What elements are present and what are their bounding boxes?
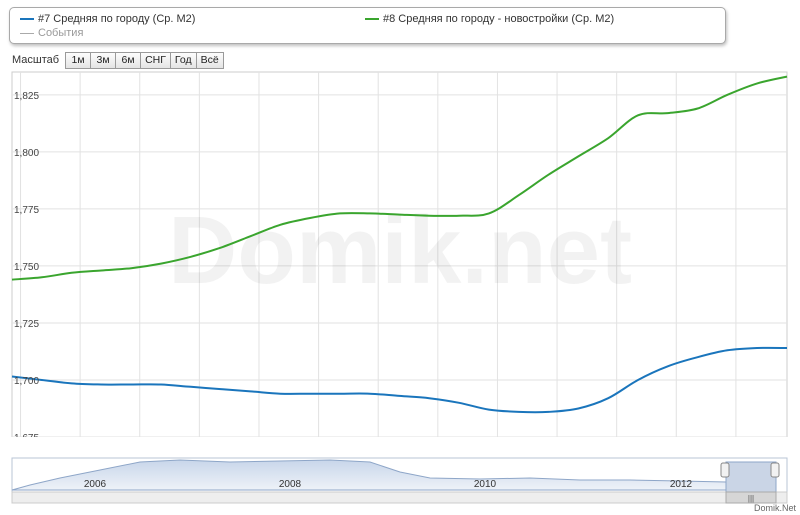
credit-link[interactable]: Domik.Net (753, 503, 796, 513)
zoom-1y-button[interactable]: Год (169, 51, 197, 69)
series-line-1[interactable] (11, 346, 788, 414)
legend: #7 Средняя по городу (Ср. М2) #8 Средняя… (9, 7, 726, 44)
legend-line-icon (20, 32, 34, 34)
y-tick-label: 1,725 (14, 319, 39, 330)
navigator-area (11, 459, 727, 491)
scrollbar-thumb[interactable] (725, 491, 777, 504)
zoom-1m-button[interactable]: 1м (65, 51, 92, 69)
zoom-3m-button[interactable]: 3м (90, 51, 117, 69)
legend-line-icon (20, 18, 34, 20)
zoom-label: Масштаб (12, 54, 60, 66)
legend-label: #8 Средняя по городу - новостройки (Ср. … (383, 13, 615, 25)
y-tick-label: 1,825 (14, 91, 39, 102)
navigator-year-label: 2010 (474, 479, 497, 490)
watermark: Domik.net (168, 197, 632, 304)
navigator-selection[interactable] (725, 461, 777, 493)
navigator-labels: 2006 2008 2010 2012 (84, 479, 693, 490)
scrollbar-grip: ||| (748, 494, 754, 503)
zoom-selector: Масштаб 1м 3м 6м СНГ Год Всё (12, 51, 224, 69)
series-line-2[interactable] (11, 75, 788, 281)
legend-item-series-8[interactable]: #8 Средняя по городу - новостройки (Ср. … (365, 13, 614, 25)
series-lines (11, 75, 788, 414)
zoom-all-button[interactable]: Всё (195, 51, 224, 69)
y-tick-label: 1,800 (14, 148, 39, 159)
legend-line-icon (365, 18, 379, 20)
zoom-ytd-button[interactable]: СНГ (140, 51, 171, 69)
navigator-year-label: 2012 (670, 479, 693, 490)
navigator-left-handle[interactable] (720, 462, 730, 478)
legend-item-events[interactable]: События (20, 27, 83, 39)
navigator-year-label: 2006 (84, 479, 107, 490)
vertical-grid (20, 72, 737, 437)
navigator-year-label: 2008 (279, 479, 302, 490)
plot-area (11, 71, 788, 438)
y-tick-label: 1,775 (14, 205, 39, 216)
y-tick-label: 1,700 (14, 376, 39, 387)
legend-label: #7 Средняя по городу (Ср. М2) (38, 13, 196, 25)
legend-item-series-7[interactable]: #7 Средняя по городу (Ср. М2) (20, 13, 195, 25)
zoom-6m-button[interactable]: 6м (115, 51, 142, 69)
navigator-scrollbar[interactable] (11, 491, 788, 504)
y-tick-label: 1,750 (14, 262, 39, 273)
navigator-right-handle[interactable] (770, 462, 780, 478)
legend-label: События (38, 27, 84, 39)
